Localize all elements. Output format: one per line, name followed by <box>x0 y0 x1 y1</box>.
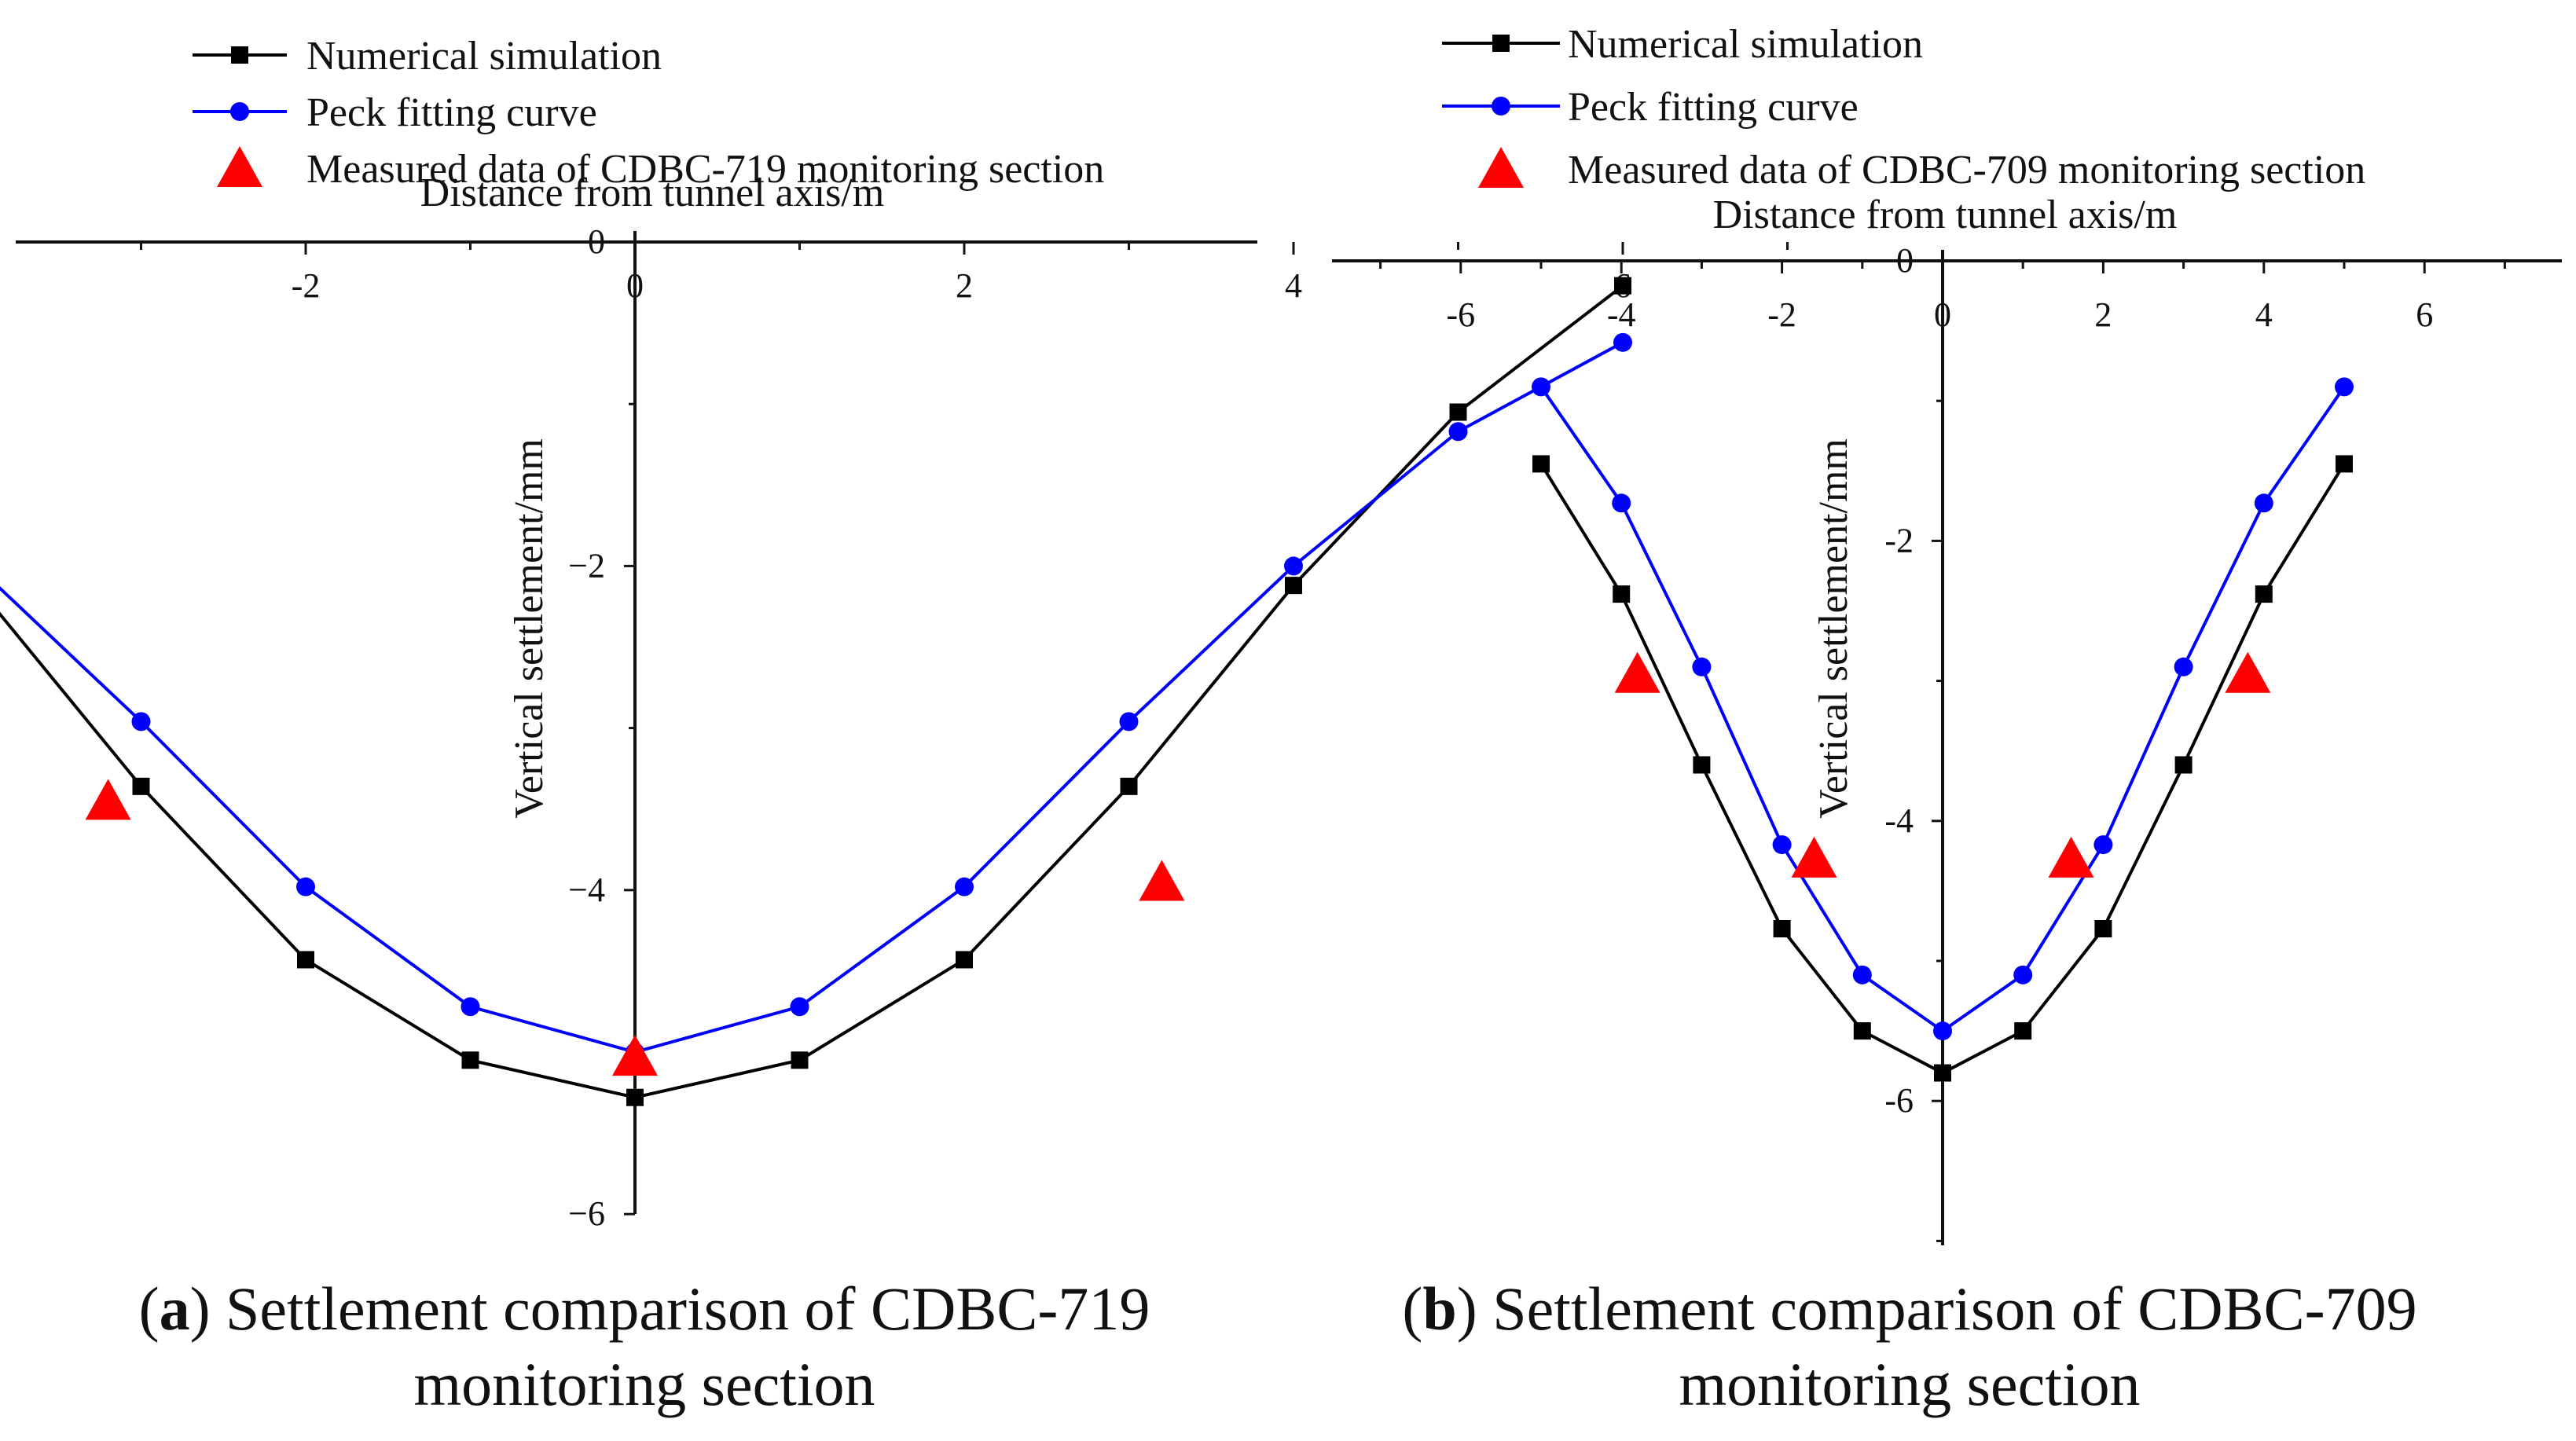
pb-series-1-point <box>2255 585 2273 603</box>
pb-series-2-point <box>2174 657 2193 676</box>
pa-series-2-point <box>1284 556 1303 576</box>
pa-legend-label: Measured data of CDBC-719 monitoring sec… <box>306 147 1104 192</box>
pa-legend-label: Numerical simulation <box>306 34 662 79</box>
pa-legend-marker <box>231 46 248 64</box>
pa-series-2-point <box>1448 422 1468 442</box>
pb-series-1-point <box>1773 920 1791 938</box>
pb-series-2-point <box>1933 1021 1952 1041</box>
pa-series-2-point <box>296 877 315 896</box>
pb-series-2-point <box>1852 965 1872 984</box>
pa-series-1-point <box>1120 777 1138 795</box>
pb-series-1-point <box>1693 756 1711 774</box>
pa-y-tick-label: −6 <box>568 1194 605 1233</box>
pb-x-tick-label: 6 <box>2416 295 2433 334</box>
pa-series-1-line <box>0 284 1624 1099</box>
pb-series-3-point <box>1791 836 1837 878</box>
pa-y-tick-label: −2 <box>568 546 605 585</box>
pa-y-tick-label: 0 <box>588 222 605 261</box>
pa-series-2-point <box>790 997 809 1017</box>
pa-series-1-point <box>1614 277 1631 295</box>
pb-x-tick-label: 0 <box>1934 295 1951 334</box>
caption-a-text: Settlement comparison of CDBC-719 <box>226 1274 1150 1343</box>
pb-series-1-point <box>1934 1064 1951 1082</box>
pb-series-1-point <box>2094 920 2112 938</box>
pb-legend-label: Measured data of CDBC-709 monitoring sec… <box>1568 148 2365 192</box>
pa-series-2-point <box>1119 712 1139 732</box>
pa-series-3-point <box>85 779 131 820</box>
pb-series-1-point <box>1613 585 1631 603</box>
pa-series-1-point <box>297 951 314 969</box>
caption-b-label: b <box>1422 1274 1457 1343</box>
pa-x-tick-label: 0 <box>626 266 644 305</box>
pb-series-2-point <box>2093 835 2113 855</box>
pa-x-tick-label: 4 <box>1285 266 1302 305</box>
pb-x-tick-label: -4 <box>1607 295 1636 334</box>
pb-series-2-point <box>2013 965 2033 984</box>
pb-series-1-point <box>1532 455 1550 473</box>
pb-series-2-point <box>1532 377 1550 397</box>
pb-x-tick-label: -6 <box>1446 295 1475 334</box>
pa-series-1-point <box>1449 403 1467 421</box>
pa-x-tick-label: 2 <box>956 266 973 305</box>
pa-legend-label: Peck fitting curve <box>306 90 597 135</box>
caption-b-line2: monitoring section <box>1679 1350 2141 1418</box>
pb-series-2-point <box>1772 835 1792 855</box>
pa-series-3-point <box>1139 860 1185 901</box>
pb-legend-marker <box>1492 97 1510 116</box>
pa-legend-marker <box>230 102 249 121</box>
caption-a-line2: monitoring section <box>413 1350 875 1418</box>
pb-legend-label: Peck fitting curve <box>1568 85 1859 130</box>
pb-legend-marker <box>1492 35 1510 52</box>
caption-a: (a) Settlement comparison of CDBC-719 mo… <box>31 1271 1257 1422</box>
pb-y-axis-label: Vertical settlement/mm <box>1811 438 1856 819</box>
pb-x-tick-label: 2 <box>2094 295 2112 334</box>
pa-x-axis-label: Distance from tunnel axis/m <box>420 170 885 215</box>
pa-series-1-point <box>956 951 973 969</box>
pb-y-tick-label: -4 <box>1884 801 1914 840</box>
pa-series-2-point <box>955 877 974 896</box>
pa-y-tick-label: −4 <box>568 871 605 909</box>
caption-b-text: Settlement comparison of CDBC-709 <box>1492 1274 2417 1343</box>
pb-series-3-point <box>1614 651 1660 693</box>
pa-series-1-point <box>132 777 150 795</box>
pb-series-2-point <box>2254 493 2273 513</box>
pb-x-axis-label: Distance from tunnel axis/m <box>1713 192 2178 237</box>
pb-series-3-point <box>2048 836 2094 878</box>
pa-legend-marker <box>217 146 262 187</box>
caption-a-label: a <box>159 1274 190 1343</box>
pb-series-2-point <box>1612 493 1631 513</box>
pb-x-tick-label: 4 <box>2255 295 2273 334</box>
pa-series-2-point <box>461 997 480 1017</box>
pa-series-1-point <box>626 1088 644 1106</box>
pa-series-1-point <box>461 1051 479 1069</box>
pb-series-1-point <box>1853 1022 1871 1040</box>
pa-series-2-point <box>131 712 151 732</box>
pb-series-1-point <box>2336 455 2353 473</box>
pa-series-1-point <box>791 1051 809 1069</box>
pb-series-3-point <box>2225 651 2271 693</box>
caption-b: (b) Settlement comparison of CDBC-709 mo… <box>1297 1271 2523 1422</box>
pa-x-tick-label: -2 <box>292 266 321 305</box>
pa-y-axis-label: Vertical settlement/mm <box>507 438 552 819</box>
pb-legend-label: Numerical simulation <box>1568 22 1923 67</box>
pb-x-tick-label: -2 <box>1767 295 1796 334</box>
pb-legend-marker <box>1478 147 1524 188</box>
pb-series-2-point <box>1692 657 1712 676</box>
pb-series-1-point <box>2014 1022 2032 1040</box>
pa-series-2-line <box>0 341 1624 1054</box>
pa-series-1-point <box>1285 577 1302 595</box>
pa-series-3-point <box>612 1035 658 1076</box>
pb-series-2-point <box>2335 377 2354 397</box>
pb-y-tick-label: -2 <box>1884 521 1914 559</box>
pb-series-1-point <box>2174 756 2193 774</box>
pa-series-2-point <box>1613 332 1632 352</box>
pb-y-tick-label: 0 <box>1896 241 1914 280</box>
pb-y-tick-label: -6 <box>1884 1081 1914 1120</box>
